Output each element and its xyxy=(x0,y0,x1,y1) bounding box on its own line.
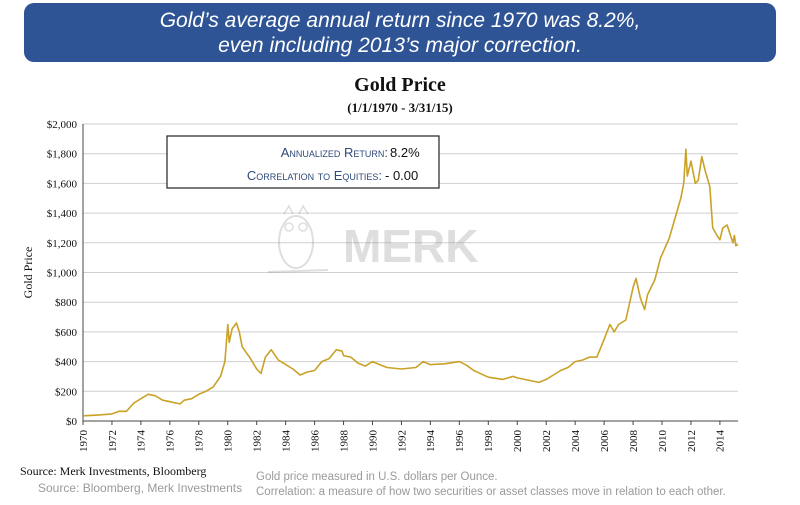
x-tick-labels: 1970 1972 1974 1976 1978 1980 1982 1984 1986 1988… xyxy=(78,430,727,453)
y-tick-label: $1,400 xyxy=(47,208,78,220)
x-tick-label: 2008 xyxy=(628,430,640,453)
x-tick-label: 1980 xyxy=(223,430,235,453)
x-tick-label: 1996 xyxy=(454,430,466,453)
x-tick-label: 2004 xyxy=(570,430,582,453)
headline-line-1: Gold’s average annual return since 1970 … xyxy=(159,8,641,32)
correlation-label: Correlation to Equities: xyxy=(247,168,382,183)
x-tick-label: 1982 xyxy=(252,430,264,452)
x-tick-label: 1976 xyxy=(165,430,177,453)
y-tick-label: $0 xyxy=(66,416,78,428)
footnote-correlation: Correlation: a measure of how two securi… xyxy=(256,486,726,498)
y-tick-label: $1,200 xyxy=(47,238,78,250)
x-tick-label: 2002 xyxy=(541,430,553,452)
x-tick-label: 1974 xyxy=(136,430,148,453)
x-tick-label: 2006 xyxy=(599,430,611,453)
merk-watermark: MERK xyxy=(267,204,478,273)
annotation-box: Annualized Return: 8.2% Correlation to E… xyxy=(166,135,440,189)
y-tick-label: $1,000 xyxy=(47,268,78,280)
x-tick-label: 1978 xyxy=(194,430,206,453)
x-tick-label: 1994 xyxy=(425,430,437,453)
y-tick-labels: $0 $200 $400 $600 $800 $1,000 $1,200 $1,400 $1,6… xyxy=(47,119,78,428)
source-primary: Source: Merk Investments, Bloomberg xyxy=(20,464,207,478)
x-tick-label: 2012 xyxy=(686,430,698,452)
x-tick-label: 1986 xyxy=(309,430,321,453)
annualized-return-label: Annualized Return: xyxy=(281,145,388,160)
x-tick-label: 2010 xyxy=(657,430,669,453)
correlation-value: - 0.00 xyxy=(385,168,418,183)
y-tick-label: $600 xyxy=(55,327,78,339)
y-tick-label: $800 xyxy=(55,297,78,309)
axes xyxy=(82,124,738,425)
watermark-text: MERK xyxy=(343,220,478,272)
y-tick-label: $400 xyxy=(55,357,78,369)
y-tick-label: $1,800 xyxy=(47,149,78,161)
footnote-units: Gold price measured in U.S. dollars per … xyxy=(256,471,498,483)
x-tick-label: 1998 xyxy=(483,430,495,453)
x-tick-label: 1990 xyxy=(367,430,379,453)
x-tick-label: 1970 xyxy=(78,430,90,453)
headline-line-2: even including 2013’s major correction. xyxy=(218,33,582,57)
headline-banner: Gold’s average annual return since 1970 … xyxy=(24,3,776,62)
source-secondary: Source: Bloomberg, Merk Investments xyxy=(38,481,243,495)
x-tick-label: 1984 xyxy=(281,430,293,453)
y-tick-label: $200 xyxy=(55,386,78,398)
x-tick-label: 2000 xyxy=(512,430,524,453)
y-tick-label: $2,000 xyxy=(47,119,78,131)
chart-subtitle: (1/1/1970 - 3/31/15) xyxy=(347,100,453,115)
series-line-gold-price xyxy=(82,148,739,417)
y-tick-label: $1,600 xyxy=(47,178,78,190)
y-axis-label: Gold Price xyxy=(21,247,35,299)
x-tick-label: 1992 xyxy=(396,430,408,452)
owl-logo-icon xyxy=(267,204,329,273)
x-tick-label: 1988 xyxy=(338,430,350,453)
chart-title: Gold Price xyxy=(354,74,446,96)
annualized-return-value: 8.2% xyxy=(390,145,420,160)
x-tick-label: 1972 xyxy=(107,430,119,452)
x-tick-label: 2014 xyxy=(715,430,727,453)
